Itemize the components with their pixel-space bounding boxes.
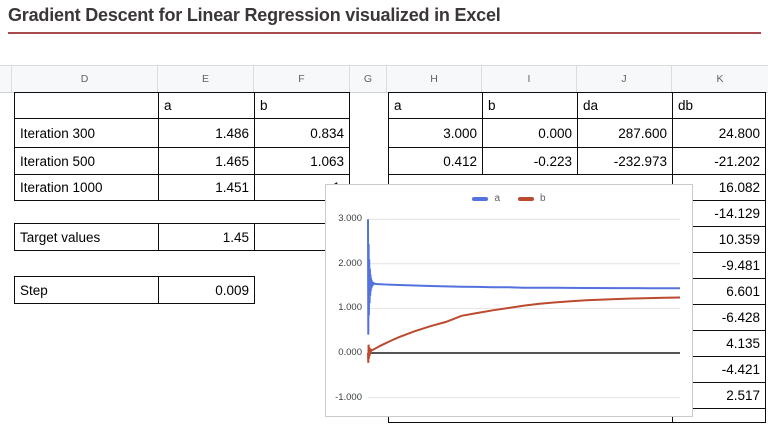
column-header-gutter[interactable] xyxy=(0,66,12,92)
cell-grad-r2-db[interactable]: -21.202 xyxy=(672,147,766,175)
chart-legend: a b xyxy=(326,193,692,204)
column-header-K[interactable]: K xyxy=(716,73,724,85)
cell-db-value[interactable]: 2.517 xyxy=(672,382,766,409)
title-underline xyxy=(8,32,761,34)
column-header-G[interactable]: G xyxy=(350,66,387,92)
column-header-I[interactable]: I xyxy=(482,66,577,92)
column-header-H[interactable]: H xyxy=(387,66,482,92)
cell-grad-header-db[interactable]: db xyxy=(672,92,766,119)
cell-grad-r2-b[interactable]: -0.223 xyxy=(482,147,578,175)
cell-target-values-label[interactable]: Target values xyxy=(14,223,159,251)
cell-grad-r1-a[interactable]: 3.000 xyxy=(388,118,483,148)
series-line-b xyxy=(367,296,681,363)
cell-iteration-500-a[interactable]: 1.465 xyxy=(158,147,255,175)
cell-db-partial[interactable] xyxy=(672,408,766,423)
y-axis-tick-label: 3.000 xyxy=(338,213,362,225)
chart-plot-area xyxy=(367,218,681,399)
cell-grad-r1-db[interactable]: 24.800 xyxy=(672,118,766,148)
cell-iteration-300-label[interactable]: Iteration 300 xyxy=(14,118,159,148)
cell-target-a[interactable]: 1.45 xyxy=(158,223,255,251)
page-title: Gradient Descent for Linear Regression v… xyxy=(8,5,501,25)
cell-grad-r1-b[interactable]: 0.000 xyxy=(482,118,578,148)
cell-header-b[interactable]: b xyxy=(254,92,350,119)
cell-iteration-1000-a[interactable]: 1.451 xyxy=(158,174,255,201)
y-axis-tick-label: 2.000 xyxy=(338,257,362,269)
legend-label-a: a xyxy=(494,193,500,204)
series-line-a xyxy=(367,219,681,335)
cell-grad-r2-a[interactable]: 0.412 xyxy=(388,147,483,175)
y-axis-tick-label: 0.000 xyxy=(338,347,362,358)
cell-step-value[interactable]: 0.009 xyxy=(158,276,255,304)
cell-db-value[interactable]: 4.135 xyxy=(672,330,766,357)
cell-header-a[interactable]: a xyxy=(158,92,255,119)
cell-iteration-300-b[interactable]: 0.834 xyxy=(254,118,350,148)
column-header-F[interactable]: F xyxy=(254,66,350,92)
legend-swatch-b-icon xyxy=(518,196,534,201)
cell-iteration-500-label[interactable]: Iteration 500 xyxy=(14,147,159,175)
target-values-table: Target values 1.45 1 xyxy=(14,223,350,251)
left-results-table: a b Iteration 300 1.486 0.834 Iteration … xyxy=(14,92,350,201)
cell-grad-header-da[interactable]: da xyxy=(577,92,673,119)
cell-iteration-500-b[interactable]: 1.063 xyxy=(254,147,350,175)
legend-item-a: a xyxy=(472,193,500,204)
cell-iteration-1000-label[interactable]: Iteration 1000 xyxy=(14,174,159,201)
y-axis-tick-label: 1.000 xyxy=(338,302,362,314)
legend-label-b: b xyxy=(540,193,546,204)
cell-grad-header-a[interactable]: a xyxy=(388,92,483,119)
cell-grad-r1-da[interactable]: 287.600 xyxy=(577,118,673,148)
cell-blank[interactable] xyxy=(14,92,159,119)
column-header-E[interactable]: E xyxy=(158,66,254,92)
legend-item-b: b xyxy=(518,193,546,204)
step-table: Step 0.009 xyxy=(14,276,255,304)
column-header-strip: D E F G H I J K xyxy=(0,65,768,93)
convergence-chart[interactable]: a b 3.000 2.000 1.000 0.000 -1.000 xyxy=(325,184,693,417)
cell-step-label[interactable]: Step xyxy=(14,276,159,304)
legend-swatch-a-icon xyxy=(472,196,489,201)
y-axis-tick-label: -1.000 xyxy=(335,391,362,403)
cell-grad-header-b[interactable]: b xyxy=(482,92,578,119)
column-header-D[interactable]: D xyxy=(12,66,158,92)
cell-grad-r2-da[interactable]: -232.973 xyxy=(577,147,673,175)
cell-iteration-300-a[interactable]: 1.486 xyxy=(158,118,255,148)
column-header-J[interactable]: J xyxy=(577,66,672,92)
